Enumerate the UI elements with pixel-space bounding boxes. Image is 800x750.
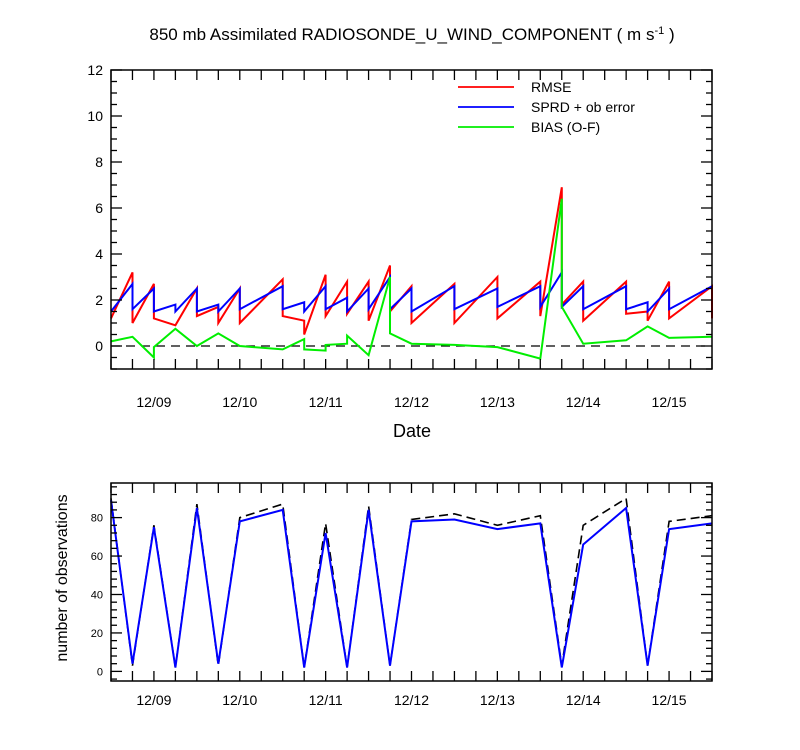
y-tick-label-2: 2 — [95, 292, 103, 308]
x-tick-label-12-11: 12/11 — [309, 692, 343, 708]
bottom-panel: 12/09 12/10 12/11 12/12 12/13 12/14 12/15 0 20 40… — [54, 482, 713, 708]
x-tick-label-12-12: 12/12 — [394, 394, 429, 410]
series-line-assimilated — [110, 500, 713, 668]
x-tick-label-12-15: 12/15 — [652, 394, 687, 410]
y-tick-label-4: 4 — [95, 246, 103, 262]
x-tick-label-12-10: 12/10 — [222, 692, 257, 708]
y-tick-label-0: 0 — [97, 666, 103, 678]
x-tick-label-12-15: 12/15 — [652, 692, 687, 708]
x-tick-label-12-11: 12/11 — [309, 394, 343, 410]
top-panel: 850 mb Assimilated RADIOSONDE_U_WIND_COM… — [87, 25, 713, 441]
bottom-plot-frame — [110, 482, 713, 682]
legend-label-sprd: SPRD + ob error — [531, 99, 635, 115]
x-tick-label-12-13: 12/13 — [480, 394, 515, 410]
y-tick-label-6: 6 — [95, 200, 103, 216]
x-tick-label-12-10: 12/10 — [222, 394, 257, 410]
x-tick-label-12-13: 12/13 — [480, 692, 515, 708]
y-tick-label-80: 80 — [91, 513, 103, 525]
x-tick-label-12-09: 12/09 — [136, 394, 171, 410]
series-line-bias-o-f — [110, 198, 713, 360]
x-axis-title: Date — [393, 421, 431, 441]
y-tick-label-40: 40 — [91, 589, 103, 601]
y-tick-label-12: 12 — [87, 62, 103, 78]
x-tick-label-12-14: 12/14 — [566, 692, 601, 708]
legend-label-rmse: RMSE — [531, 79, 571, 95]
chart-title: 850 mb Assimilated RADIOSONDE_U_WIND_COM… — [149, 25, 674, 44]
legend-label-bias: BIAS (O-F) — [531, 119, 600, 135]
y-axis-title-observations: number of observations — [54, 494, 71, 661]
x-tick-label-12-14: 12/14 — [566, 394, 601, 410]
x-tick-label-12-09: 12/09 — [136, 692, 171, 708]
y-tick-label-60: 60 — [91, 551, 103, 563]
x-tick-label-12-12: 12/12 — [394, 692, 429, 708]
legend: RMSE SPRD + ob error BIAS (O-F) — [458, 79, 635, 135]
y-tick-label-0: 0 — [95, 338, 103, 354]
y-tick-label-20: 20 — [91, 628, 103, 640]
y-tick-label-10: 10 — [87, 108, 103, 124]
y-tick-label-8: 8 — [95, 154, 103, 170]
series-line-sprd-ob-error — [110, 268, 713, 315]
top-plot-frame — [110, 69, 713, 370]
